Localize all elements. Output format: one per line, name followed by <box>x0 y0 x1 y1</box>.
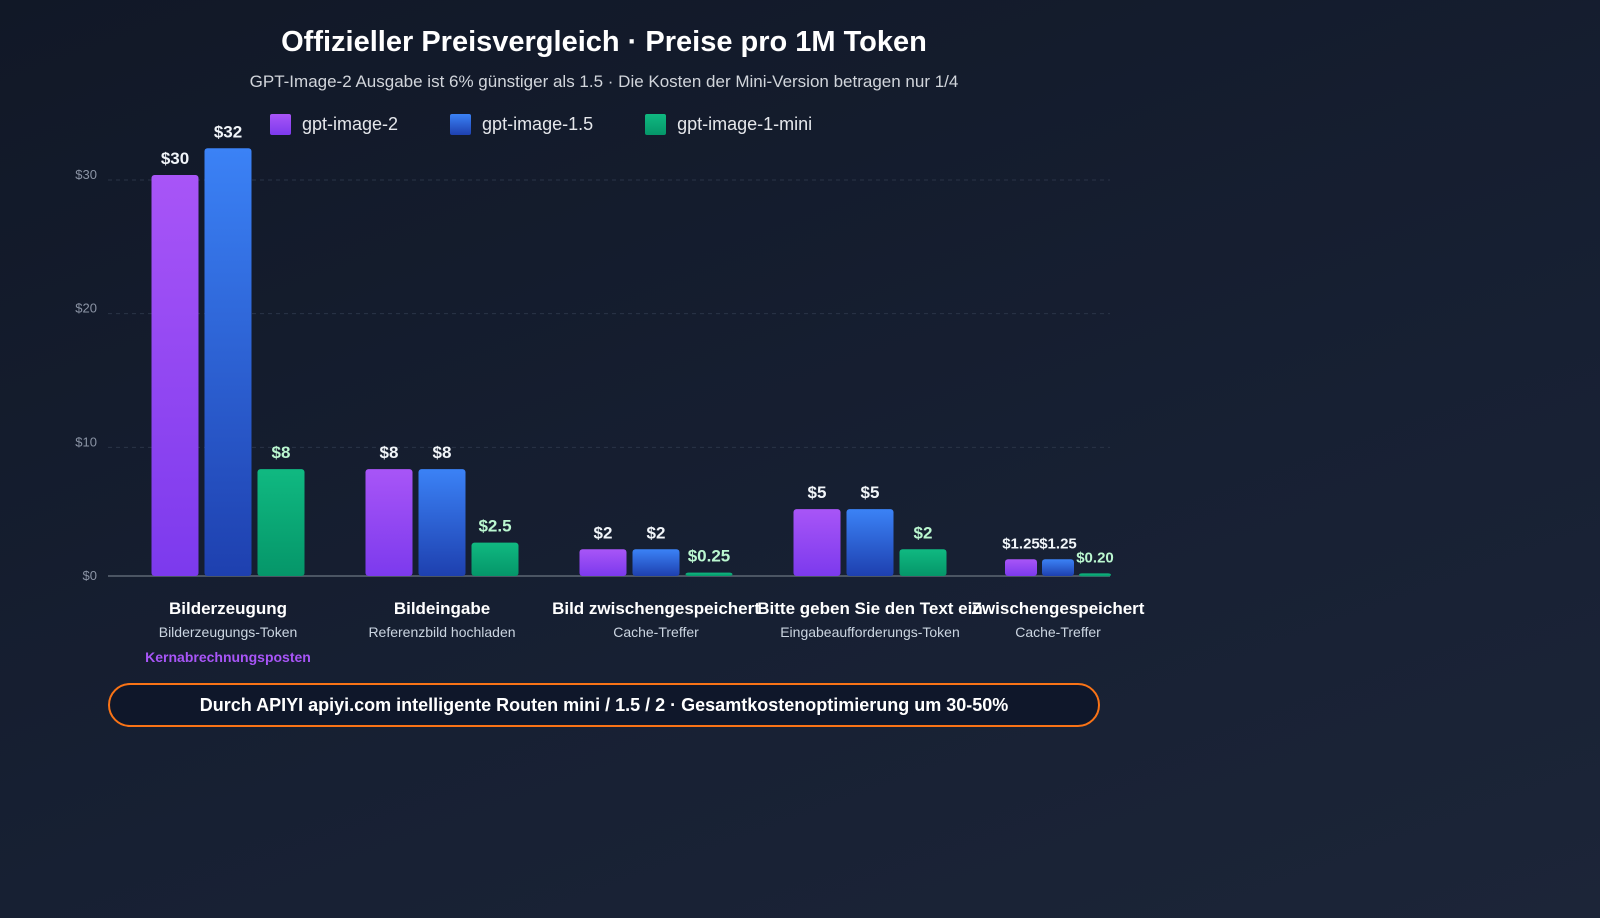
legend-item: gpt-image-1-mini <box>645 114 812 135</box>
category-note: Kernabrechnungsposten <box>145 649 311 665</box>
bar-value-label: $2.5 <box>478 517 511 536</box>
bar-value-label: $30 <box>161 149 189 168</box>
legend-swatch <box>645 114 667 135</box>
category-sublabel: Bilderzeugungs-Token <box>159 624 298 640</box>
bar <box>1042 559 1074 576</box>
bar <box>204 148 252 576</box>
y-tick-label: $30 <box>75 167 97 182</box>
bar <box>365 469 413 576</box>
category-label: Zwischengespeichert <box>972 599 1145 618</box>
bar-value-label: $1.25 <box>1039 535 1077 552</box>
bar <box>846 509 894 576</box>
bar <box>1005 559 1037 576</box>
bar-value-label: $1.25 <box>1002 535 1040 552</box>
bar <box>418 469 466 576</box>
category-label: Bildeingabe <box>394 599 490 618</box>
legend-label: gpt-image-1.5 <box>482 114 594 134</box>
category-sublabel: Eingabeaufforderungs-Token <box>780 624 960 640</box>
y-tick-label: $10 <box>75 434 97 449</box>
bar <box>579 549 627 576</box>
y-tick-label: $20 <box>75 301 97 316</box>
bar-value-label: $0.20 <box>1076 549 1114 566</box>
category-label: Bild zwischengespeichert <box>552 599 760 618</box>
bar-value-label: $2 <box>594 523 613 542</box>
bar-value-label: $32 <box>214 122 242 141</box>
bar-value-label: $8 <box>433 443 452 462</box>
bar <box>151 175 199 576</box>
bar-value-label: $2 <box>914 523 933 542</box>
bar <box>1079 573 1111 577</box>
bar <box>257 469 305 576</box>
bar-value-label: $2 <box>647 523 666 542</box>
legend: gpt-image-2 gpt-image-1.5 gpt-image-1-mi… <box>270 114 864 135</box>
category-label: Bitte geben Sie den Text ein <box>757 599 982 618</box>
bar <box>793 509 841 576</box>
chart-subtitle: GPT-Image-2 Ausgabe ist 6% günstiger als… <box>249 72 959 91</box>
y-tick-label: $0 <box>83 568 97 583</box>
promo-banner: Durch APIYI apiyi.com intelligente Route… <box>108 683 1100 727</box>
legend-item: gpt-image-1.5 <box>450 114 593 135</box>
legend-swatch <box>270 114 291 135</box>
bar <box>685 572 733 576</box>
category-label: Bilderzeugung <box>169 599 287 618</box>
chart-title: Offizieller Preisvergleich · Preise pro … <box>281 26 927 58</box>
legend-swatch <box>450 114 472 135</box>
bar-value-label: $8 <box>380 443 399 462</box>
bar-value-label: $0.25 <box>688 547 731 566</box>
category-sublabel: Cache-Treffer <box>613 624 699 640</box>
bar <box>899 549 947 576</box>
category-sublabel: Referenzbild hochladen <box>368 624 515 640</box>
bar-value-label: $5 <box>808 483 827 502</box>
legend-label: gpt-image-1-mini <box>677 114 813 134</box>
bar-value-label: $5 <box>861 483 880 502</box>
legend-label: gpt-image-2 <box>302 114 399 134</box>
legend-item: gpt-image-2 <box>270 114 398 135</box>
bar <box>471 542 519 576</box>
bar <box>632 549 680 576</box>
bar-value-label: $8 <box>272 443 291 462</box>
category-sublabel: Cache-Treffer <box>1015 624 1101 640</box>
